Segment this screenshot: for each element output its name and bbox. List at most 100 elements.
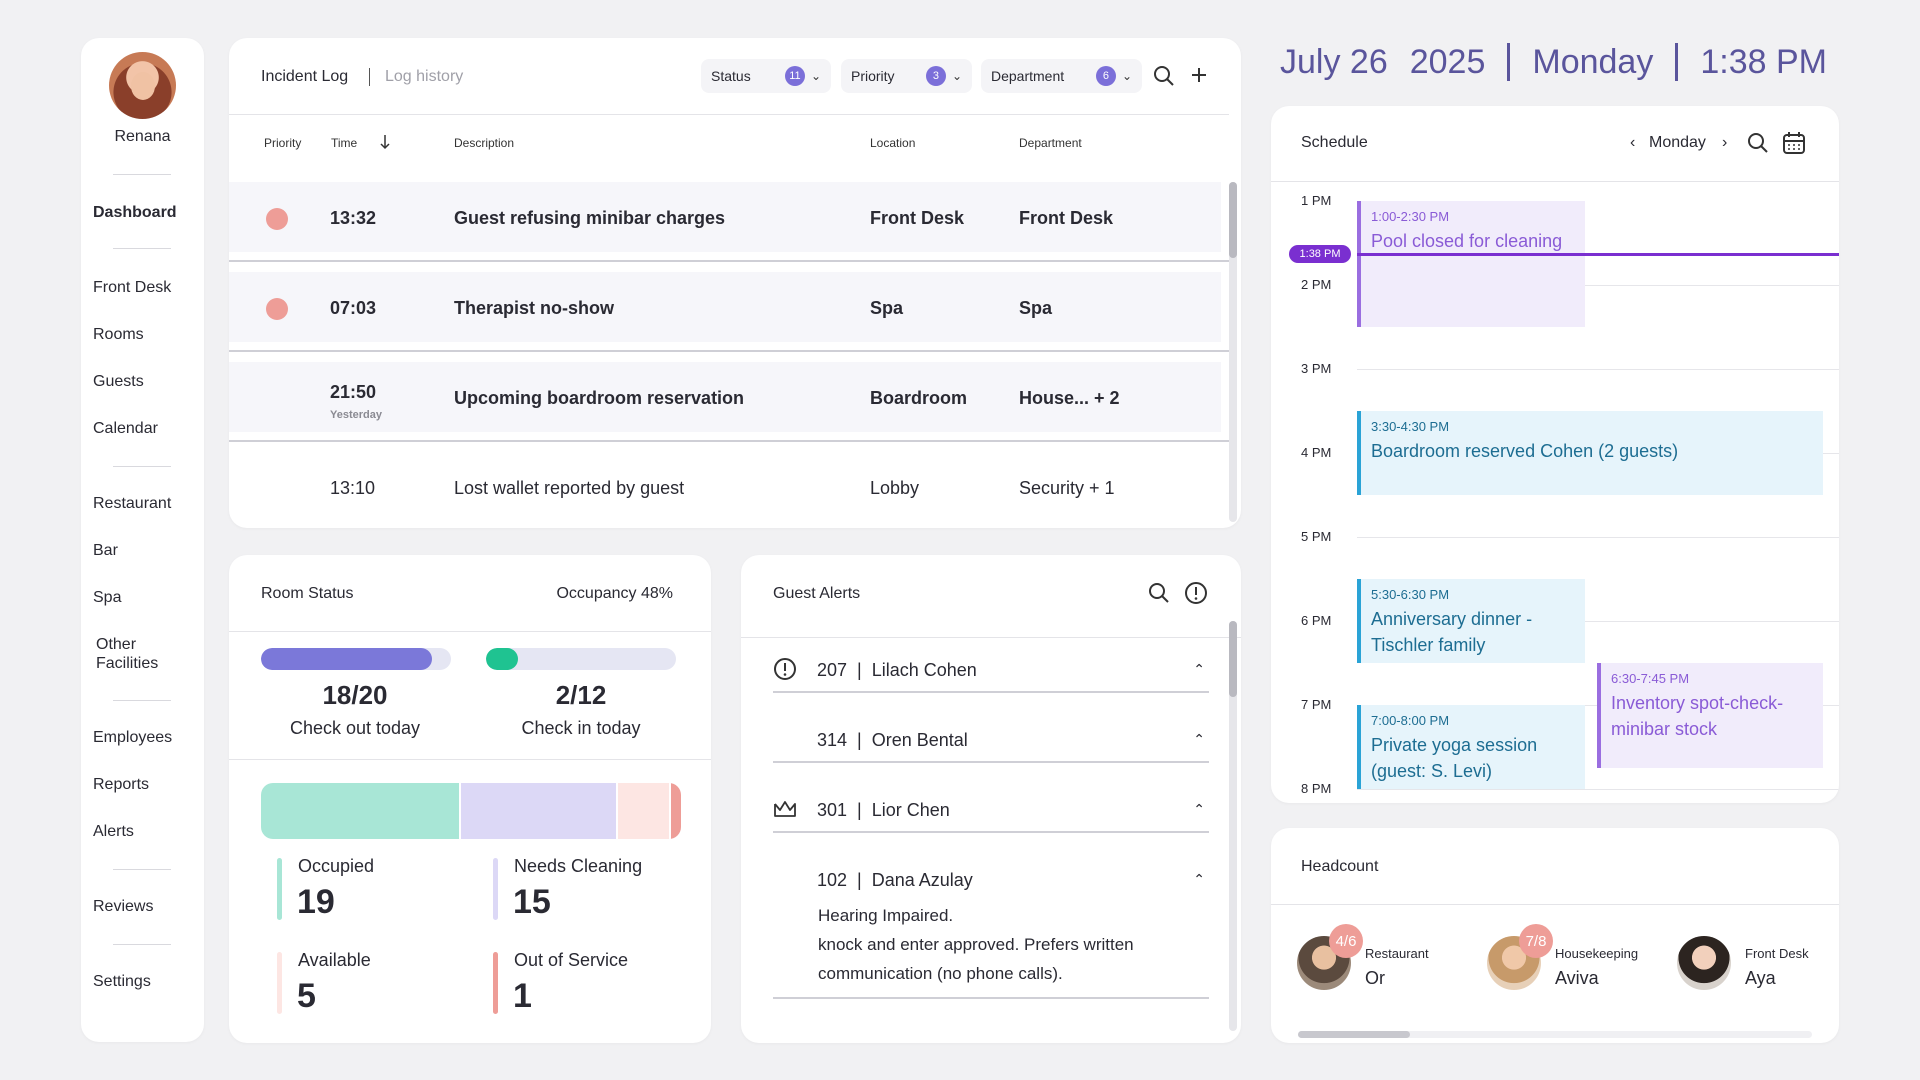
event-title: Pool closed for cleaning [1371,231,1563,251]
current-time-indicator [1357,253,1839,257]
sort-down-icon[interactable] [379,134,391,150]
event-time: 6:30-7:45 PM [1611,671,1690,686]
checkin-count: 2/12 [555,680,607,710]
status-filter[interactable]: Status 11 ⌄ [701,59,831,93]
chevron-down-icon: ⌄ [1121,69,1132,83]
incident-time: 13:10 [330,478,376,498]
alert-circle-icon[interactable] [1184,581,1208,605]
chevron-down-icon: ⌄ [810,69,821,83]
team-count-badge: 7/8 [1519,924,1553,958]
incident-description: Lost wallet reported by guest [454,478,685,498]
incident-row[interactable]: 07:03 Therapist no-show Spa Spa [229,272,1221,342]
hour-label: 5 PM [1301,529,1332,544]
column-header-priority[interactable]: Priority [264,136,302,150]
schedule-event[interactable]: 1:00-2:30 PM Pool closed for cleaning [1357,201,1585,327]
guest-alerts-title: Guest Alerts [773,585,861,602]
hour-label: 4 PM [1301,445,1332,460]
chevron-up-icon[interactable]: ⌃ [1193,871,1205,887]
calendar-icon[interactable] [1782,131,1806,155]
user-avatar[interactable] [109,52,176,119]
sidebar-item-dashboard[interactable]: Dashboard [93,204,177,221]
chevron-up-icon[interactable]: ⌃ [1193,661,1205,677]
chevron-right-icon[interactable]: › [1722,134,1728,151]
sidebar-item-employees[interactable]: Employees [93,729,173,746]
crown-icon [774,801,796,817]
divider [741,637,1241,638]
chevron-down-icon: ⌄ [951,69,962,83]
incident-row[interactable]: 13:32 Guest refusing minibar charges Fro… [229,182,1221,252]
legend-value-needs-cleaning: 15 [513,883,551,921]
sidebar-item-bar[interactable]: Bar [93,542,118,559]
current-weekday: Monday [1532,42,1654,81]
guest-alert-item[interactable]: 301 | Lior Chen ⌃ [773,795,1209,825]
team-department: Housekeeping [1555,946,1639,961]
legend-value-out-of-service: 1 [513,977,532,1015]
guest-alerts-panel: Guest Alerts 207 | Lilach Cohen ⌃ 314 | … [741,555,1241,1043]
search-icon[interactable] [1747,132,1769,154]
priority-filter-label: Priority [851,68,895,84]
log-history-link[interactable]: Log history [385,68,464,85]
incident-row[interactable]: 13:10 Lost wallet reported by guest Lobb… [229,452,1221,522]
schedule-event[interactable]: 7:00-8:00 PM Private yoga session (guest:… [1357,705,1585,789]
alert-divider [773,997,1209,999]
chevron-up-icon[interactable]: ⌃ [1193,801,1205,817]
legend-swatch-out-of-service [493,952,498,1014]
sidebar-item-spa[interactable]: Spa [93,589,122,606]
sidebar-item-settings[interactable]: Settings [93,973,151,990]
room-status-panel: Room Status Occupancy 48% 18/20 Check ou… [229,555,711,1043]
sidebar-item-rooms[interactable]: Rooms [93,326,144,343]
alert-divider [773,831,1209,833]
search-icon[interactable] [1153,65,1175,87]
alert-circle-icon [774,658,796,680]
add-icon[interactable] [1190,66,1208,84]
column-header-description[interactable]: Description [454,136,515,150]
incident-time-sub: Yesterday [330,409,382,421]
chevron-left-icon[interactable]: ‹ [1630,134,1636,151]
sidebar-item-restaurant[interactable]: Restaurant [93,495,172,512]
alerts-scrollbar[interactable] [1229,621,1237,1031]
incident-row[interactable]: 21:50 Yesterday Upcoming boardroom reser… [229,362,1221,432]
incident-location: Lobby [870,478,920,498]
headcount-scrollbar[interactable] [1298,1031,1812,1038]
incident-location: Boardroom [870,388,968,408]
sidebar-item-guests[interactable]: Guests [93,373,144,390]
divider [229,759,711,760]
schedule-event[interactable]: 6:30-7:45 PM Inventory spot-check- miniba… [1597,663,1823,768]
current-time-badge: 1:38 PM [1289,245,1351,264]
breakdown-segment-occupied [261,783,461,839]
column-header-department[interactable]: Department [1019,136,1082,150]
hour-label: 6 PM [1301,613,1332,628]
incident-time: 21:50 [330,382,377,402]
priority-filter[interactable]: Priority 3 ⌄ [841,59,972,93]
guest-alert-item[interactable]: 102 | Dana Azulay ⌃ [773,865,1209,895]
incident-location: Spa [870,298,904,318]
sidebar-item-front-desk[interactable]: Front Desk [93,279,172,296]
department-filter[interactable]: Department 6 ⌄ [981,59,1142,93]
sidebar-item-reviews[interactable]: Reviews [93,898,154,915]
sidebar-item-other-facilities[interactable]: Other Facilities [96,636,159,672]
guest-alert-title: 207 | Lilach Cohen [817,660,977,680]
incident-scrollbar-thumb[interactable] [1229,182,1237,258]
column-header-time[interactable]: Time [331,136,358,150]
schedule-event[interactable]: 3:30-4:30 PM Boardroom reserved Cohen (2 … [1357,411,1823,495]
guest-alert-item[interactable]: 207 | Lilach Cohen ⌃ [773,655,1209,685]
header-divider [229,114,1229,115]
column-header-location[interactable]: Location [870,136,916,150]
incident-scrollbar[interactable] [1229,182,1237,522]
breakdown-segment-out-of-service [670,783,681,839]
schedule-event[interactable]: 5:30-6:30 PM Anniversary dinner - Tischle… [1357,579,1585,663]
row-divider [229,440,1229,442]
sidebar-item-calendar[interactable]: Calendar [93,420,158,437]
sidebar-item-alerts[interactable]: Alerts [93,823,134,840]
search-icon[interactable] [1148,582,1170,604]
header-separator [369,68,370,86]
sidebar-item-reports[interactable]: Reports [93,776,150,793]
headcount-scrollbar-thumb[interactable] [1298,1031,1410,1038]
hour-label: 8 PM [1301,781,1332,796]
event-title: Anniversary dinner - Tischler family [1371,609,1533,655]
guest-alert-title: 102 | Dana Azulay [817,870,973,890]
chevron-up-icon[interactable]: ⌃ [1193,731,1205,747]
alerts-scrollbar-thumb[interactable] [1229,621,1237,697]
guest-alert-item[interactable]: 314 | Oren Bental ⌃ [773,725,1209,755]
team-lead-name: Aviva [1555,968,1599,988]
